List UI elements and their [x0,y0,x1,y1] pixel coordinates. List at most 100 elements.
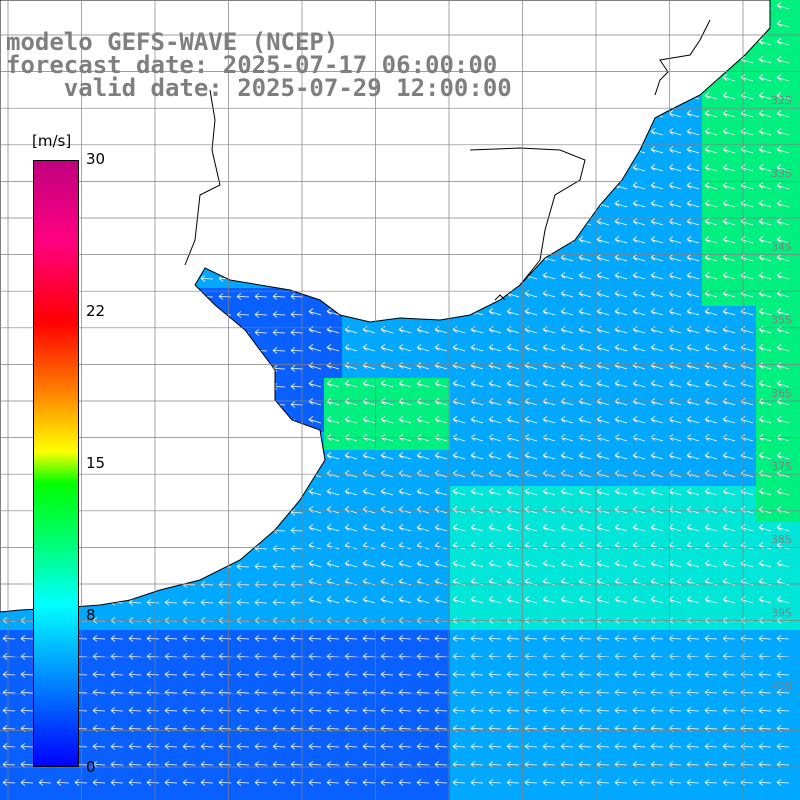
wind-cell [324,324,342,342]
wind-cell [756,576,774,594]
wind-cell [522,378,540,396]
wind-cell [576,594,594,612]
wind-arrow [542,743,556,750]
wind-cell [594,504,612,522]
wind-cell [756,414,774,432]
wind-cell [684,216,702,234]
wind-cell [486,558,504,576]
wind-arrow [776,110,790,118]
wind-arrow [200,599,214,606]
wind-arrow [560,416,574,424]
land-mass [0,0,771,613]
wind-cell [720,90,738,108]
wind-cell [306,378,324,396]
wind-cell [540,792,558,800]
wind-cell [666,144,684,162]
wind-cell [720,468,738,486]
wind-arrow [614,218,628,226]
wind-arrow [758,344,772,352]
wind-cell [666,378,684,396]
wind-cell [702,90,720,108]
wind-cell [504,486,522,504]
wind-cell [414,576,432,594]
wind-arrow [308,725,322,732]
wind-arrow [218,293,232,300]
wind-arrow [506,344,520,352]
wind-arrow [578,707,592,714]
wind-cell [540,450,558,468]
wind-arrow [434,725,448,732]
wind-arrow [434,707,448,714]
wind-arrow [776,671,790,678]
wind-arrow [776,362,790,370]
wind-cell [648,396,666,414]
wind-arrow [308,416,322,424]
wind-arrow [182,779,196,786]
latitude-label: 35S [771,314,792,327]
wind-arrow [470,452,484,460]
wind-arrow [146,725,160,732]
wind-arrow [758,200,772,208]
wind-arrow [398,725,412,732]
wind-cell [486,594,504,612]
wind-cell [504,468,522,486]
wind-cell [792,738,800,756]
wind-cell [108,792,126,800]
wind-arrow [704,92,718,100]
wind-arrow [596,671,610,678]
wind-arrow [506,671,520,678]
wind-cell [630,486,648,504]
wind-cell [666,342,684,360]
wind-arrow [560,671,574,678]
wind-cell [504,342,522,360]
wind-arrow [380,743,394,750]
wind-cell [684,180,702,198]
wind-arrow [488,362,502,370]
wind-arrow [344,743,358,750]
wind-cell [792,558,800,576]
wind-arrow [398,635,412,642]
wind-cell [594,594,612,612]
wind-arrow [20,743,34,750]
wind-arrow [506,725,520,732]
wind-cell [684,522,702,540]
wind-arrow [776,596,790,604]
wind-cell [342,342,360,360]
wind-cell [432,468,450,486]
wind-arrow [776,38,790,46]
wind-arrow [92,779,106,786]
latitude-label: 33S [771,167,792,180]
wind-arrow [326,743,340,750]
wind-cell [378,360,396,378]
wind-arrow [128,599,142,606]
wind-cell [522,792,540,800]
wind-cell [432,414,450,432]
wind-arrow [344,635,358,642]
wind-cell [396,594,414,612]
wind-cell [468,450,486,468]
wind-cell [756,360,774,378]
wind-cell [702,522,720,540]
wind-cell [792,288,800,306]
wind-arrow [488,596,502,604]
wind-arrow [326,635,340,642]
wind-cell [720,270,738,288]
wind-arrow [524,344,538,352]
wind-arrow [398,707,412,714]
wind-arrow [632,779,646,786]
wind-arrow [650,236,664,244]
wind-arrow [758,146,772,154]
wind-arrow [686,524,700,532]
wind-arrow [164,671,178,678]
wind-arrow [704,200,718,208]
wind-arrow [470,416,484,424]
wind-cell [432,396,450,414]
wind-cell [180,792,198,800]
wind-arrow [722,707,736,714]
wind-cell [216,792,234,800]
wind-arrow [722,488,736,496]
wind-arrow [560,596,574,604]
wind-cell [792,594,800,612]
wind-cell [558,288,576,306]
wind-cell [522,468,540,486]
